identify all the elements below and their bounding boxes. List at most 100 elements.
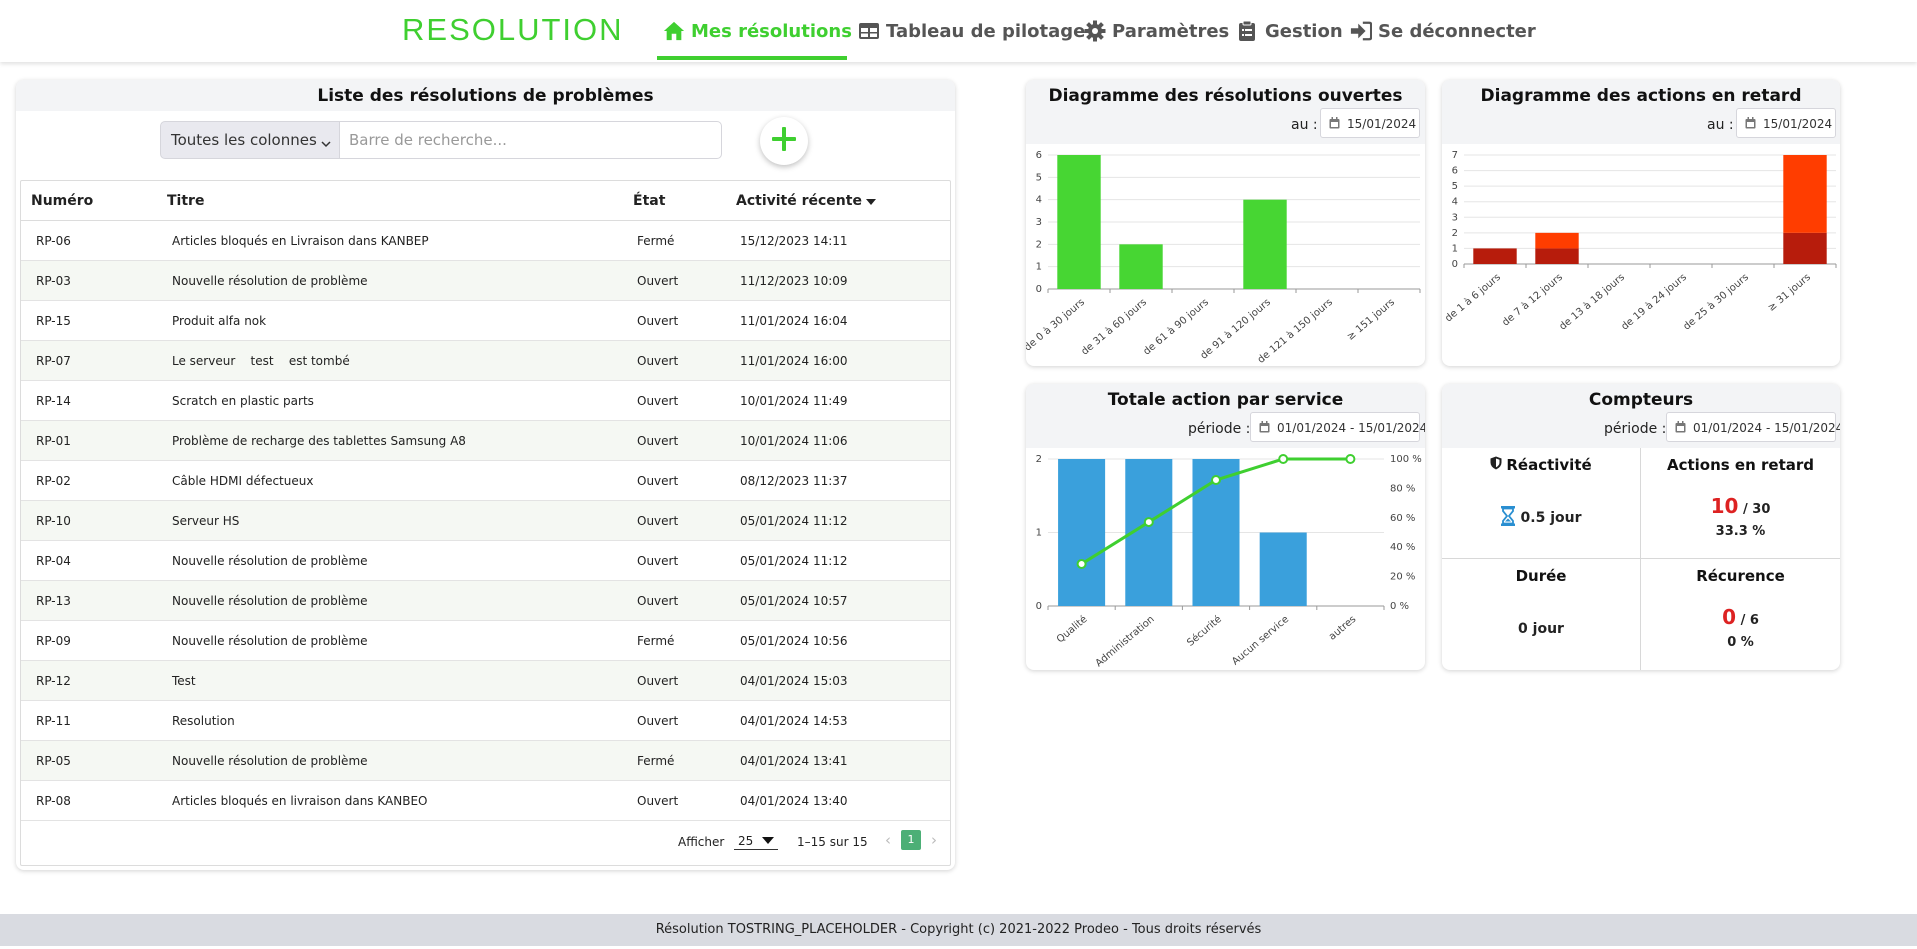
- table-row[interactable]: RP-06 Articles bloqués en Livraison dans …: [21, 221, 950, 261]
- x-tick-label: Qualité: [1054, 613, 1089, 645]
- nav-parametres[interactable]: Paramètres: [1084, 16, 1229, 46]
- cell-etat: Ouvert: [637, 674, 679, 688]
- period-value: 01/01/2024 - 15/01/2024: [1277, 421, 1425, 435]
- calendar-icon: [1259, 421, 1270, 436]
- date-label: au :: [1707, 117, 1734, 133]
- nav-tableau-de-pilotage[interactable]: Tableau de pilotage: [858, 16, 1085, 46]
- cumulative-point: [1278, 454, 1289, 464]
- cell-titre: Nouvelle résolution de problème: [172, 754, 368, 768]
- y-tick-label: 3: [1036, 217, 1042, 228]
- cell-activite: 04/01/2024 13:40: [740, 794, 848, 808]
- page-range: 1–15 sur 15: [797, 835, 868, 849]
- table-row[interactable]: RP-12 Test Ouvert 04/01/2024 15:03: [21, 661, 950, 701]
- logout-icon: [1350, 20, 1372, 42]
- table-row[interactable]: RP-04 Nouvelle résolution de problème Ouve…: [21, 541, 950, 581]
- cell-etat: Ouvert: [637, 554, 679, 568]
- cell-titre: Câble HDMI défectueux: [172, 474, 314, 488]
- nav-mes-resolutions[interactable]: Mes résolutions: [663, 16, 852, 46]
- period-label: période :: [1188, 421, 1251, 437]
- column-filter-value: Toutes les colonnes: [171, 131, 317, 149]
- x-tick-label: Aucun service: [1230, 614, 1291, 668]
- table-row[interactable]: RP-15 Produit alfa nok Ouvert 11/01/2024 16…: [21, 301, 950, 341]
- column-filter-select[interactable]: Toutes les colonnes: [160, 121, 340, 159]
- y-tick-label: 2: [1452, 228, 1458, 239]
- period-picker[interactable]: 01/01/2024 - 15/01/2024: [1250, 412, 1425, 442]
- cell-numero: RP-15: [36, 314, 71, 328]
- home-icon: [663, 20, 685, 42]
- app-logo[interactable]: RESOLUTION: [402, 12, 624, 47]
- cell-etat: Ouvert: [637, 594, 679, 608]
- search-input[interactable]: [339, 121, 722, 159]
- page-size-label: Afficher: [678, 835, 725, 849]
- table-row[interactable]: RP-01 Problème de recharge des tablettes …: [21, 421, 950, 461]
- cell-titre: Serveur HS: [172, 514, 240, 528]
- cumulative-point: [1076, 558, 1087, 569]
- date-picker[interactable]: 15/01/2024: [1736, 108, 1836, 138]
- date-value: 15/01/2024: [1763, 117, 1833, 131]
- cell-titre: Test: [172, 674, 196, 688]
- gear-icon: [1084, 20, 1106, 42]
- nav-label: Paramètres: [1112, 20, 1230, 42]
- cell-titre: Nouvelle résolution de problème: [172, 594, 368, 608]
- chevron-down-icon: [321, 134, 331, 152]
- nav-se-deconnecter[interactable]: Se déconnecter: [1350, 16, 1536, 46]
- chevron-right-icon[interactable]: ›: [931, 831, 937, 849]
- search-bar: Toutes les colonnes: [16, 111, 955, 169]
- x-tick-label: de 61 à 90 jours: [1141, 296, 1211, 357]
- cell-etat: Ouvert: [637, 354, 679, 368]
- date-picker[interactable]: 15/01/2024: [1320, 108, 1420, 138]
- y-tick-label: 4: [1036, 195, 1042, 206]
- clipboard-icon: [1237, 20, 1259, 42]
- table-row[interactable]: RP-02 Câble HDMI défectueux Ouvert 08/12/20…: [21, 461, 950, 501]
- bar: [1783, 155, 1827, 233]
- table-row[interactable]: RP-03 Nouvelle résolution de problème Ouve…: [21, 261, 950, 301]
- add-resolution-button[interactable]: [760, 117, 808, 165]
- chart-header: Totale action par service période : 01/0…: [1026, 384, 1425, 448]
- table-row[interactable]: RP-14 Scratch en plastic parts Ouvert 10/01…: [21, 381, 950, 421]
- cell-activite: 04/01/2024 14:53: [740, 714, 848, 728]
- date-label: au :: [1291, 117, 1318, 133]
- header-activite-recente[interactable]: Activité récente: [736, 193, 876, 209]
- page-size-select[interactable]: 25: [734, 830, 778, 850]
- header-titre[interactable]: Titre: [167, 193, 205, 209]
- chevron-left-icon[interactable]: ‹: [885, 831, 891, 849]
- table-row[interactable]: RP-13 Nouvelle résolution de problème Ouve…: [21, 581, 950, 621]
- bar: [1243, 199, 1287, 289]
- counter-label: Récurence: [1696, 567, 1785, 585]
- x-tick-label: de 31 à 60 jours: [1079, 296, 1149, 357]
- cell-numero: RP-08: [36, 794, 71, 808]
- y-tick-label: 6: [1036, 150, 1042, 161]
- cell-activite: 08/12/2023 11:37: [740, 474, 848, 488]
- period-picker[interactable]: 01/01/2024 - 15/01/2024: [1666, 412, 1840, 442]
- cell-numero: RP-10: [36, 514, 71, 528]
- counters-title: Compteurs: [1588, 390, 1694, 410]
- header-etat[interactable]: État: [633, 193, 666, 209]
- table-row[interactable]: RP-07 Le serveur test est tombé Ouvert 11/0…: [21, 341, 950, 381]
- table-row[interactable]: RP-09 Nouvelle résolution de problème Ferm…: [21, 621, 950, 661]
- x-tick-label: de 13 à 18 jours: [1557, 271, 1627, 332]
- page-number-button[interactable]: 1: [901, 830, 921, 850]
- counter-percent: 0 %: [1727, 635, 1754, 650]
- nav-gestion[interactable]: Gestion: [1237, 16, 1343, 46]
- counters-header: Compteurs période : 01/01/2024 - 15/01/2…: [1442, 384, 1840, 448]
- counter-value-row: 10 / 30: [1641, 494, 1840, 518]
- cell-activite: 11/12/2023 10:09: [740, 274, 848, 288]
- counters-card: Compteurs période : 01/01/2024 - 15/01/2…: [1442, 384, 1840, 670]
- x-tick-label: autres: [1327, 614, 1358, 643]
- table-row[interactable]: RP-11 Resolution Ouvert 04/01/2024 14:53: [21, 701, 950, 741]
- y2-tick-label: 20 %: [1390, 572, 1415, 583]
- y-tick-label: 5: [1036, 172, 1042, 183]
- cell-titre: Scratch en plastic parts: [172, 394, 314, 408]
- table-row[interactable]: RP-05 Nouvelle résolution de problème Ferm…: [21, 741, 950, 781]
- cell-numero: RP-11: [36, 714, 71, 728]
- counter-label: Réactivité: [1506, 456, 1592, 474]
- cell-numero: RP-13: [36, 594, 71, 608]
- y-tick-label: 4: [1452, 197, 1458, 208]
- header-numero[interactable]: Numéro: [31, 193, 94, 209]
- table-row[interactable]: RP-08 Articles bloqués en livraison dans …: [21, 781, 950, 821]
- cell-activite: 04/01/2024 15:03: [740, 674, 848, 688]
- cell-etat: Ouvert: [637, 794, 679, 808]
- table-icon: [858, 20, 880, 42]
- table-row[interactable]: RP-10 Serveur HS Ouvert 05/01/2024 11:12: [21, 501, 950, 541]
